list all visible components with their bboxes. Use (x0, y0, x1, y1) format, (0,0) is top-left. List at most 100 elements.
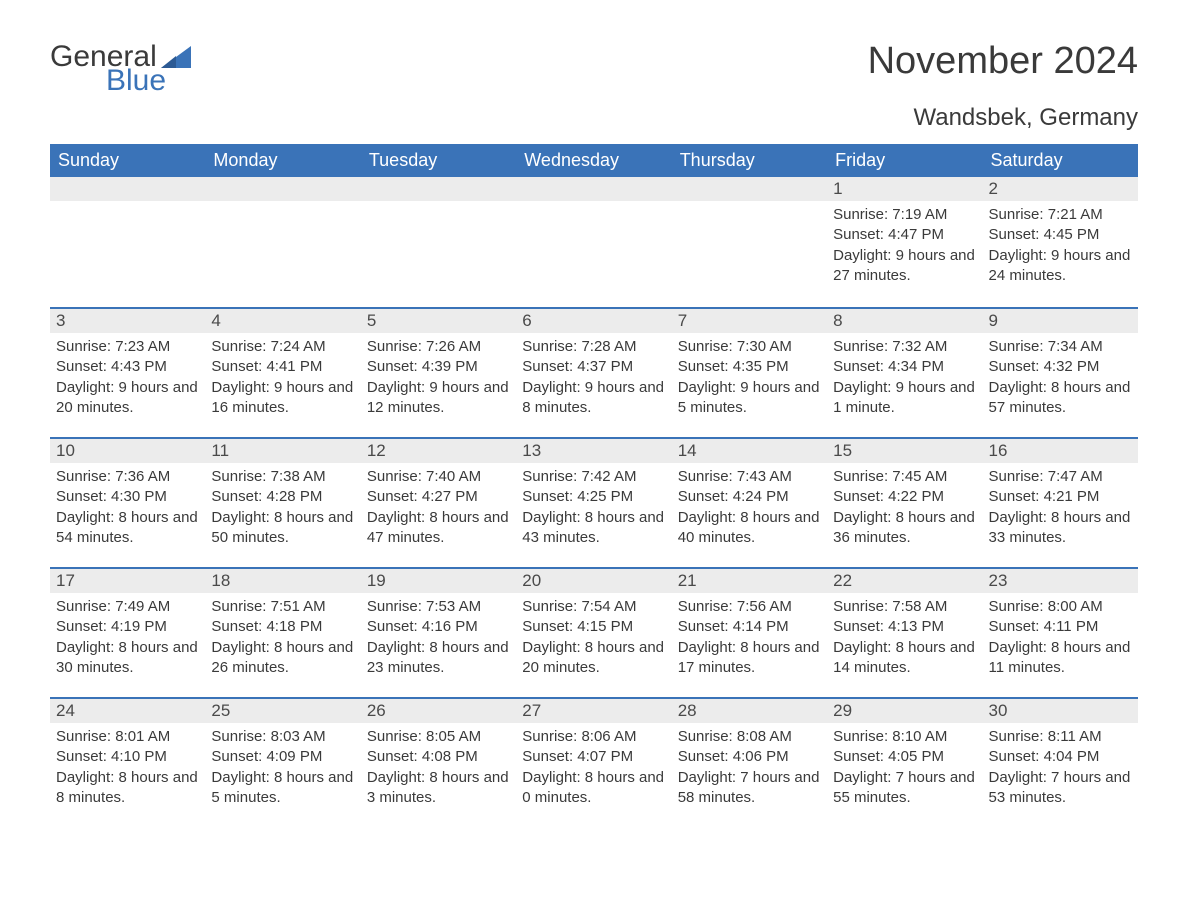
day-details: Sunrise: 7:58 AMSunset: 4:13 PMDaylight:… (827, 593, 982, 682)
day-number: 14 (672, 437, 827, 463)
day-number: 19 (361, 567, 516, 593)
day-number: 22 (827, 567, 982, 593)
calendar-cell: 9Sunrise: 7:34 AMSunset: 4:32 PMDaylight… (983, 307, 1138, 437)
daylight-text: Daylight: 8 hours and 43 minutes. (522, 508, 665, 549)
sunrise-text: Sunrise: 7:23 AM (56, 337, 199, 357)
day-number: 3 (50, 307, 205, 333)
day-details: Sunrise: 7:28 AMSunset: 4:37 PMDaylight:… (516, 333, 671, 422)
day-details: Sunrise: 8:01 AMSunset: 4:10 PMDaylight:… (50, 723, 205, 812)
day-number: 8 (827, 307, 982, 333)
daylight-text: Daylight: 7 hours and 55 minutes. (833, 768, 976, 809)
sunrise-text: Sunrise: 7:28 AM (522, 337, 665, 357)
sunrise-text: Sunrise: 7:24 AM (211, 337, 354, 357)
sunrise-text: Sunrise: 7:53 AM (367, 597, 510, 617)
day-number: 16 (983, 437, 1138, 463)
day-number (672, 177, 827, 201)
day-number: 15 (827, 437, 982, 463)
col-header: Monday (205, 144, 360, 177)
sunset-text: Sunset: 4:18 PM (211, 617, 354, 637)
day-number: 26 (361, 697, 516, 723)
day-details: Sunrise: 7:32 AMSunset: 4:34 PMDaylight:… (827, 333, 982, 422)
daylight-text: Daylight: 8 hours and 30 minutes. (56, 638, 199, 679)
day-details: Sunrise: 7:23 AMSunset: 4:43 PMDaylight:… (50, 333, 205, 422)
calendar-cell: 11Sunrise: 7:38 AMSunset: 4:28 PMDayligh… (205, 437, 360, 567)
sunset-text: Sunset: 4:05 PM (833, 747, 976, 767)
day-number: 18 (205, 567, 360, 593)
day-number: 10 (50, 437, 205, 463)
day-number: 12 (361, 437, 516, 463)
sunset-text: Sunset: 4:24 PM (678, 487, 821, 507)
sunset-text: Sunset: 4:22 PM (833, 487, 976, 507)
calendar-week: 17Sunrise: 7:49 AMSunset: 4:19 PMDayligh… (50, 567, 1138, 697)
header-row: Sunday Monday Tuesday Wednesday Thursday… (50, 144, 1138, 177)
sunrise-text: Sunrise: 8:11 AM (989, 727, 1132, 747)
day-details: Sunrise: 7:43 AMSunset: 4:24 PMDaylight:… (672, 463, 827, 552)
sunset-text: Sunset: 4:34 PM (833, 357, 976, 377)
day-details: Sunrise: 8:06 AMSunset: 4:07 PMDaylight:… (516, 723, 671, 812)
calendar-week: 10Sunrise: 7:36 AMSunset: 4:30 PMDayligh… (50, 437, 1138, 567)
daylight-text: Daylight: 8 hours and 11 minutes. (989, 638, 1132, 679)
calendar-cell: 28Sunrise: 8:08 AMSunset: 4:06 PMDayligh… (672, 697, 827, 827)
sunset-text: Sunset: 4:41 PM (211, 357, 354, 377)
calendar-cell: 27Sunrise: 8:06 AMSunset: 4:07 PMDayligh… (516, 697, 671, 827)
sunset-text: Sunset: 4:16 PM (367, 617, 510, 637)
col-header: Wednesday (516, 144, 671, 177)
daylight-text: Daylight: 8 hours and 50 minutes. (211, 508, 354, 549)
sunrise-text: Sunrise: 7:43 AM (678, 467, 821, 487)
sunrise-text: Sunrise: 7:51 AM (211, 597, 354, 617)
day-number: 17 (50, 567, 205, 593)
day-details: Sunrise: 7:56 AMSunset: 4:14 PMDaylight:… (672, 593, 827, 682)
daylight-text: Daylight: 8 hours and 5 minutes. (211, 768, 354, 809)
day-details: Sunrise: 7:30 AMSunset: 4:35 PMDaylight:… (672, 333, 827, 422)
header: General Blue November 2024 (50, 40, 1138, 98)
daylight-text: Daylight: 8 hours and 20 minutes. (522, 638, 665, 679)
calendar-cell (516, 177, 671, 307)
calendar-week: 24Sunrise: 8:01 AMSunset: 4:10 PMDayligh… (50, 697, 1138, 827)
sunrise-text: Sunrise: 7:42 AM (522, 467, 665, 487)
day-number: 30 (983, 697, 1138, 723)
daylight-text: Daylight: 8 hours and 23 minutes. (367, 638, 510, 679)
calendar-week: 3Sunrise: 7:23 AMSunset: 4:43 PMDaylight… (50, 307, 1138, 437)
sunset-text: Sunset: 4:37 PM (522, 357, 665, 377)
sunrise-text: Sunrise: 7:34 AM (989, 337, 1132, 357)
sunset-text: Sunset: 4:30 PM (56, 487, 199, 507)
sunrise-text: Sunrise: 8:08 AM (678, 727, 821, 747)
day-details: Sunrise: 7:53 AMSunset: 4:16 PMDaylight:… (361, 593, 516, 682)
day-number: 21 (672, 567, 827, 593)
calendar-cell (361, 177, 516, 307)
day-details: Sunrise: 7:45 AMSunset: 4:22 PMDaylight:… (827, 463, 982, 552)
calendar-cell: 22Sunrise: 7:58 AMSunset: 4:13 PMDayligh… (827, 567, 982, 697)
sunset-text: Sunset: 4:11 PM (989, 617, 1132, 637)
page-title: November 2024 (868, 40, 1138, 83)
calendar-cell: 3Sunrise: 7:23 AMSunset: 4:43 PMDaylight… (50, 307, 205, 437)
daylight-text: Daylight: 7 hours and 58 minutes. (678, 768, 821, 809)
calendar-cell: 17Sunrise: 7:49 AMSunset: 4:19 PMDayligh… (50, 567, 205, 697)
day-details: Sunrise: 8:11 AMSunset: 4:04 PMDaylight:… (983, 723, 1138, 812)
sunrise-text: Sunrise: 7:19 AM (833, 205, 976, 225)
sunrise-text: Sunrise: 7:21 AM (989, 205, 1132, 225)
day-number: 20 (516, 567, 671, 593)
sunset-text: Sunset: 4:14 PM (678, 617, 821, 637)
daylight-text: Daylight: 8 hours and 26 minutes. (211, 638, 354, 679)
day-details: Sunrise: 8:08 AMSunset: 4:06 PMDaylight:… (672, 723, 827, 812)
calendar-cell: 23Sunrise: 8:00 AMSunset: 4:11 PMDayligh… (983, 567, 1138, 697)
sunset-text: Sunset: 4:27 PM (367, 487, 510, 507)
calendar-cell: 15Sunrise: 7:45 AMSunset: 4:22 PMDayligh… (827, 437, 982, 567)
daylight-text: Daylight: 8 hours and 8 minutes. (56, 768, 199, 809)
day-number: 7 (672, 307, 827, 333)
col-header: Sunday (50, 144, 205, 177)
sunset-text: Sunset: 4:04 PM (989, 747, 1132, 767)
logo-text-blue: Blue (106, 64, 166, 98)
sunset-text: Sunset: 4:10 PM (56, 747, 199, 767)
calendar-cell: 14Sunrise: 7:43 AMSunset: 4:24 PMDayligh… (672, 437, 827, 567)
sunset-text: Sunset: 4:09 PM (211, 747, 354, 767)
daylight-text: Daylight: 8 hours and 40 minutes. (678, 508, 821, 549)
location-text: Wandsbek, Germany (50, 104, 1138, 132)
day-details: Sunrise: 7:49 AMSunset: 4:19 PMDaylight:… (50, 593, 205, 682)
day-number: 27 (516, 697, 671, 723)
calendar-cell: 12Sunrise: 7:40 AMSunset: 4:27 PMDayligh… (361, 437, 516, 567)
calendar-week: 1Sunrise: 7:19 AMSunset: 4:47 PMDaylight… (50, 177, 1138, 307)
day-details: Sunrise: 7:38 AMSunset: 4:28 PMDaylight:… (205, 463, 360, 552)
calendar-cell: 10Sunrise: 7:36 AMSunset: 4:30 PMDayligh… (50, 437, 205, 567)
calendar-cell: 13Sunrise: 7:42 AMSunset: 4:25 PMDayligh… (516, 437, 671, 567)
